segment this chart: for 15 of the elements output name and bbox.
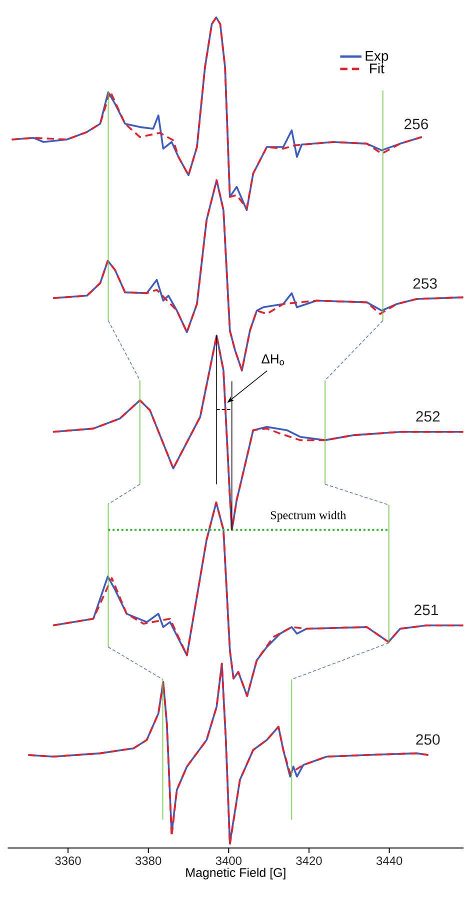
annotation: ΔH$_{o}$ <box>262 354 284 366</box>
x-tick-label: 3400 <box>216 856 242 865</box>
annotation: Spectrum width <box>270 510 346 522</box>
x-tick-label: 3440 <box>376 856 402 865</box>
annotation: 250 <box>416 734 440 745</box>
annotation: 252 <box>416 411 440 422</box>
annotation: 251 <box>414 604 438 616</box>
legend-label: Fit <box>370 63 384 74</box>
legend-label: Exp <box>366 51 388 64</box>
annotation: 256 <box>404 118 428 130</box>
x-axis-title: Magnetic Field [G] <box>186 868 286 880</box>
x-tick-label: 3420 <box>296 856 322 865</box>
annotation: 253 <box>413 278 437 289</box>
x-tick-label: 3360 <box>55 856 81 865</box>
x-tick-label: 3380 <box>136 856 162 865</box>
